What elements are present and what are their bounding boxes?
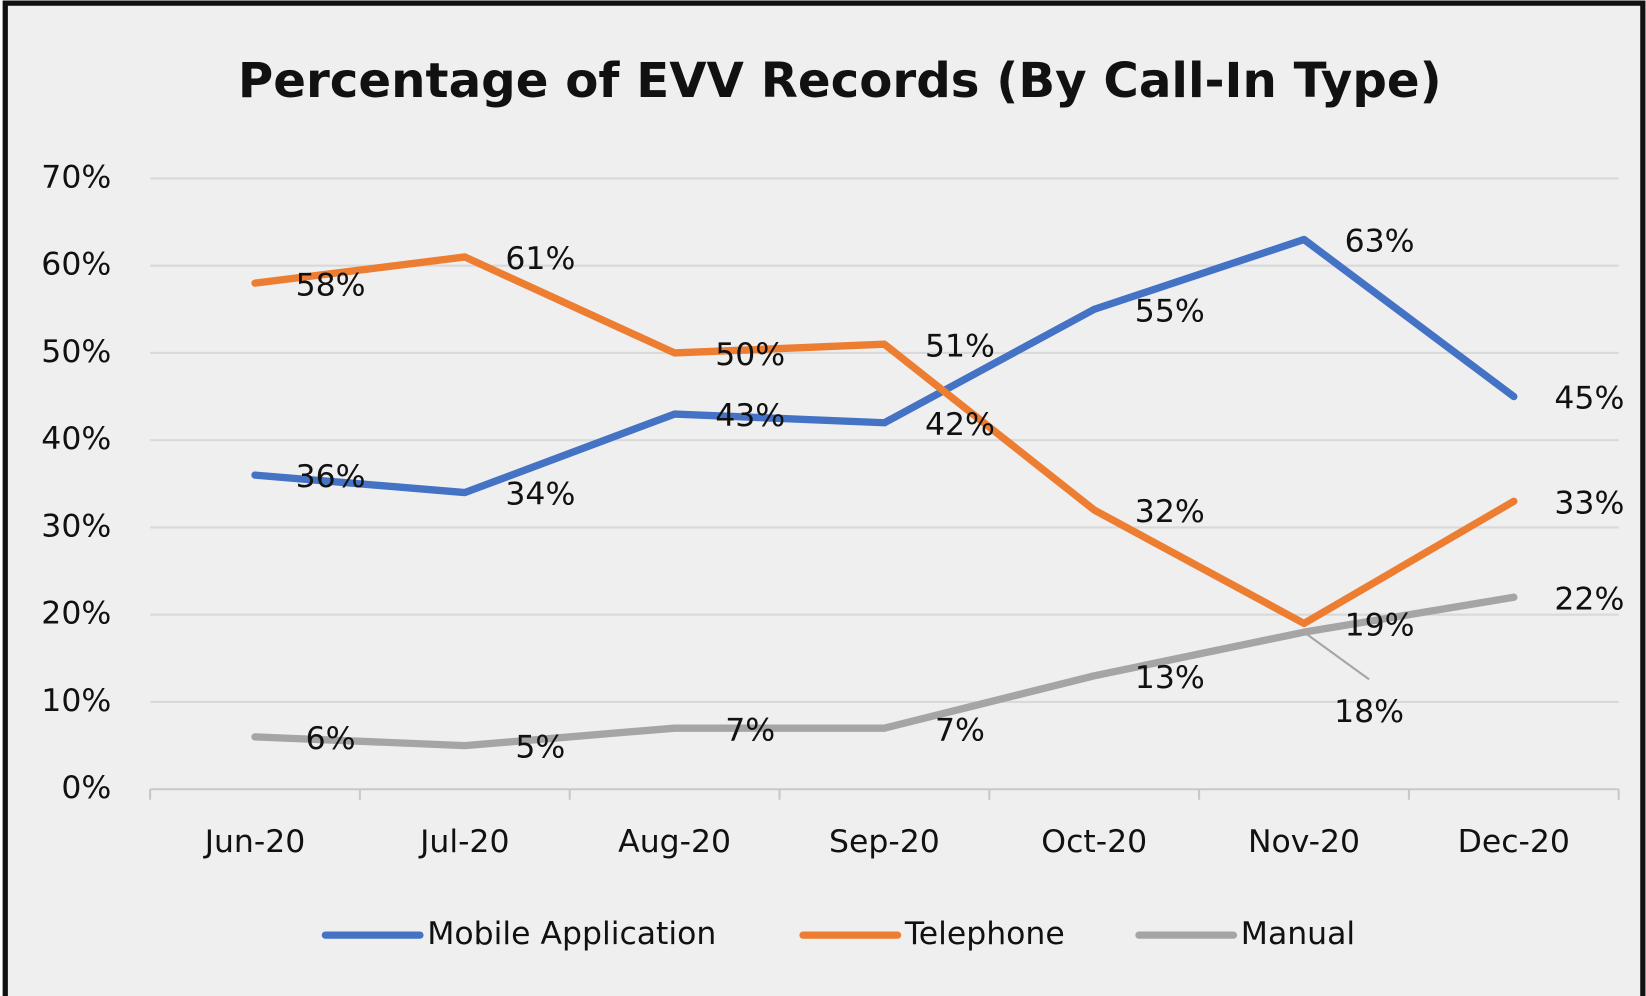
y-tick-label: 70% xyxy=(41,159,111,195)
y-tick-label: 50% xyxy=(41,334,111,370)
data-label: 18% xyxy=(1334,694,1404,730)
data-label: 45% xyxy=(1554,381,1624,417)
leader-line xyxy=(1303,631,1370,681)
legend-label: Manual xyxy=(1241,916,1355,952)
data-label: 22% xyxy=(1554,581,1624,617)
data-label: 51% xyxy=(925,328,995,364)
y-tick-label: 0% xyxy=(61,770,111,806)
data-label: 5% xyxy=(515,730,565,766)
y-tick-label: 20% xyxy=(41,596,111,632)
data-label: 13% xyxy=(1135,660,1205,696)
data-label: 63% xyxy=(1345,224,1415,260)
legend-label: Mobile Application xyxy=(427,916,716,952)
data-label: 36% xyxy=(296,459,366,495)
data-label: 32% xyxy=(1135,494,1205,530)
data-label: 7% xyxy=(725,712,775,748)
x-tick-label: Oct-20 xyxy=(1041,824,1147,860)
x-tick-label: Dec-20 xyxy=(1458,824,1570,860)
data-label: 6% xyxy=(306,721,356,757)
chart-title: Percentage of EVV Records (By Call-In Ty… xyxy=(238,53,1442,109)
data-label: 33% xyxy=(1554,485,1624,521)
data-label: 55% xyxy=(1135,293,1205,329)
x-tick-label: Jun-20 xyxy=(203,824,306,860)
x-tick-label: Sep-20 xyxy=(829,824,940,860)
data-label: 61% xyxy=(505,241,575,277)
x-tick-label: Jul-20 xyxy=(418,824,509,860)
y-tick-label: 30% xyxy=(41,508,111,544)
y-tick-label: 40% xyxy=(41,421,111,457)
legend-label: Telephone xyxy=(904,916,1065,952)
data-label: 43% xyxy=(715,398,785,434)
x-tick-label: Aug-20 xyxy=(618,824,731,860)
y-tick-label: 60% xyxy=(41,247,111,283)
series-line xyxy=(251,253,1518,628)
data-label: 19% xyxy=(1345,608,1415,644)
data-label: 42% xyxy=(925,407,995,443)
data-label: 58% xyxy=(296,267,366,303)
series-line xyxy=(251,235,1518,497)
y-tick-label: 10% xyxy=(41,683,111,719)
data-label: 34% xyxy=(505,477,575,513)
x-tick-label: Nov-20 xyxy=(1248,824,1360,860)
data-label: 7% xyxy=(935,712,985,748)
data-label: 50% xyxy=(715,337,785,373)
